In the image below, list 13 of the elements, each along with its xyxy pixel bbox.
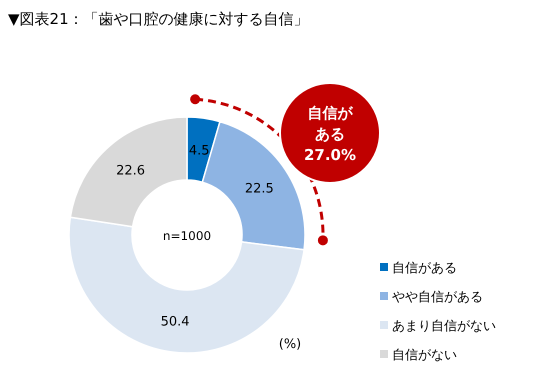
legend-label: 自信がない [392, 348, 457, 363]
legend-label: あまり自信がない [392, 319, 496, 334]
text: n=1000 [162, 229, 212, 243]
legend-label: やや自信がある [392, 290, 483, 305]
data-label: 50.4 [160, 314, 190, 330]
data-label: 4.5 [188, 143, 210, 158]
text: 自信がある [308, 104, 354, 143]
chart-title: ▼図表21：「歯や口腔の健康に対する自信」 [8, 10, 309, 28]
text: 27.0% [304, 146, 356, 164]
data-label: 22.6 [116, 163, 146, 178]
legend-label: 自信がある [392, 261, 457, 276]
text: (%) [278, 337, 302, 352]
data-label: 22.5 [244, 182, 274, 197]
